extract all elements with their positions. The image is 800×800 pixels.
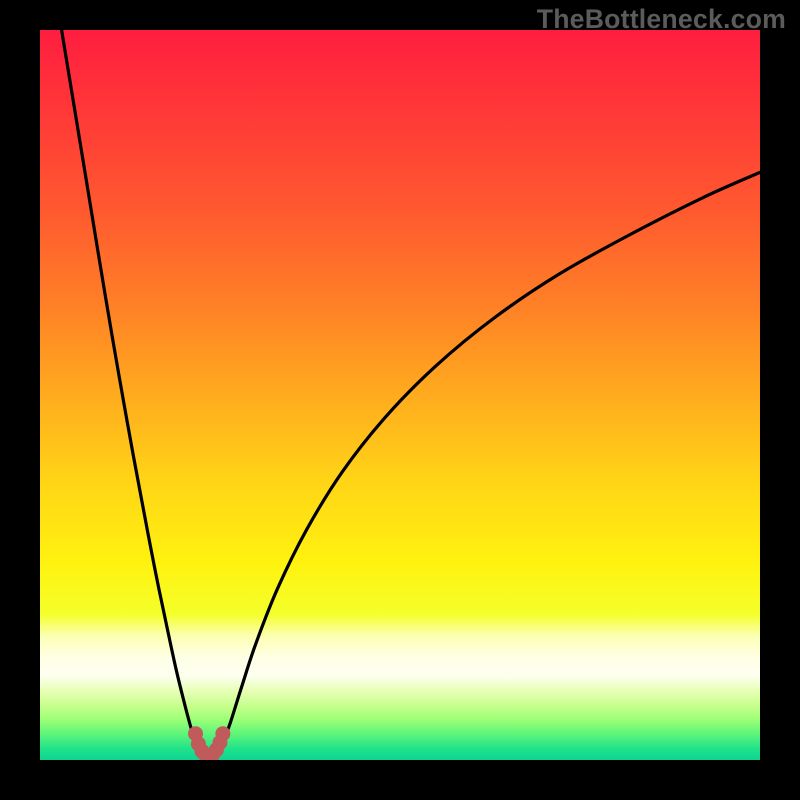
chart-svg (0, 0, 800, 800)
marker-point (215, 726, 230, 741)
plot-background (40, 30, 760, 760)
stage: TheBottleneck.com (0, 0, 800, 800)
